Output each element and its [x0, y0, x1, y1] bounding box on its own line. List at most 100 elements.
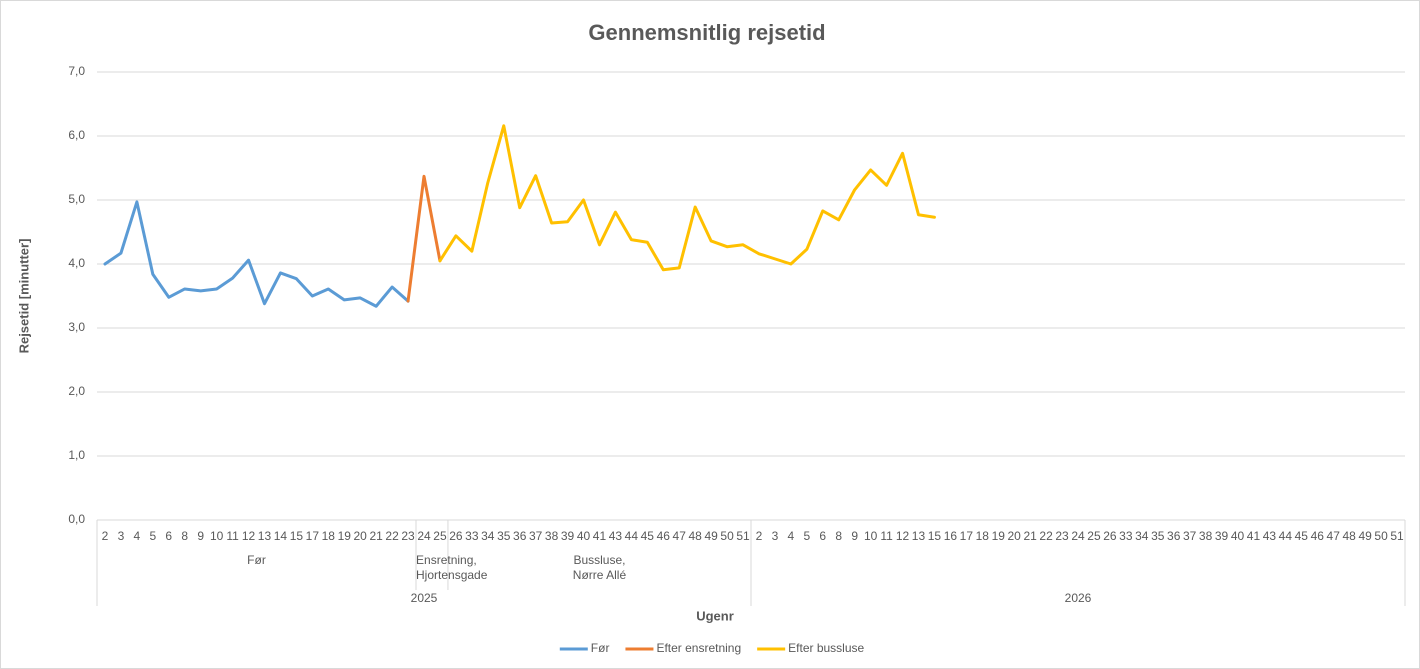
x-tick-label: 50	[720, 529, 734, 543]
x-tick-label: 47	[1327, 529, 1341, 543]
legend-label: Efter bussluse	[788, 641, 864, 655]
x-tick-label: 17	[960, 529, 974, 543]
x-tick-label: 4	[134, 529, 141, 543]
x-tick-label: 9	[197, 529, 204, 543]
x-tick-label: 24	[1071, 529, 1085, 543]
x-tick-label: 13	[258, 529, 272, 543]
x-tick-label: 8	[835, 529, 842, 543]
x-tick-label: 2	[102, 529, 109, 543]
y-tick-label: 2,0	[68, 384, 85, 398]
legend-label: Før	[591, 641, 610, 655]
x-tick-label: 5	[803, 529, 810, 543]
x-tick-label: 14	[274, 529, 288, 543]
x-tick-label: 26	[1103, 529, 1117, 543]
x-tick-label: 16	[944, 529, 958, 543]
y-tick-label: 6,0	[68, 128, 85, 142]
x-tick-label: 43	[609, 529, 623, 543]
series-line	[438, 124, 936, 272]
y-tick-label: 1,0	[68, 448, 85, 462]
y-tick-label: 7,0	[68, 64, 85, 78]
x-tick-label: 46	[1311, 529, 1325, 543]
x-tick-label: 51	[1390, 529, 1404, 543]
x-tick-label: 45	[641, 529, 655, 543]
x-tick-label: 23	[401, 529, 415, 543]
x-tick-label: 34	[481, 529, 495, 543]
x-tick-label: 35	[497, 529, 511, 543]
x-tick-label: 11	[880, 529, 893, 543]
x-tick-label: 12	[242, 529, 256, 543]
year-label: 2025	[411, 591, 438, 605]
x-tick-label: 39	[561, 529, 575, 543]
y-tick-label: 3,0	[68, 320, 85, 334]
y-tick-label: 5,0	[68, 192, 85, 206]
x-tick-label: 50	[1374, 529, 1388, 543]
x-tick-label: 33	[1119, 529, 1133, 543]
group-label: Bussluse, Nørre Allé	[572, 553, 627, 582]
x-tick-label: 4	[788, 529, 795, 543]
x-tick-label: 44	[625, 529, 639, 543]
x-tick-label: 19	[992, 529, 1006, 543]
x-tick-label: 19	[338, 529, 352, 543]
x-tick-label: 22	[1039, 529, 1053, 543]
x-tick-label: 51	[736, 529, 750, 543]
group-label: Ensretning, Hjortensgade	[416, 553, 488, 582]
group-label: Før	[247, 553, 266, 567]
x-tick-label: 37	[1183, 529, 1197, 543]
x-tick-label: 21	[1023, 529, 1037, 543]
x-tick-label: 6	[165, 529, 172, 543]
x-tick-label: 41	[1247, 529, 1261, 543]
x-tick-label: 2	[756, 529, 763, 543]
x-axis-title: Ugenr	[696, 608, 734, 623]
x-tick-label: 39	[1215, 529, 1229, 543]
legend-label: Efter ensretning	[656, 641, 741, 655]
x-tick-label: 15	[290, 529, 304, 543]
chart-title: Gennemsnitlig rejsetid	[588, 20, 825, 45]
x-tick-label: 43	[1263, 529, 1277, 543]
x-tick-label: 3	[118, 529, 125, 543]
x-tick-label: 10	[210, 529, 224, 543]
x-tick-label: 46	[657, 529, 671, 543]
x-tick-label: 25	[1087, 529, 1101, 543]
x-tick-label: 5	[149, 529, 156, 543]
x-tick-label: 49	[704, 529, 718, 543]
x-tick-label: 18	[322, 529, 336, 543]
x-tick-label: 6	[819, 529, 826, 543]
x-tick-label: 26	[449, 529, 463, 543]
x-tick-label: 25	[433, 529, 447, 543]
y-axis-title: Rejsetid [minutter]	[16, 239, 31, 354]
x-tick-label: 23	[1055, 529, 1069, 543]
x-tick-label: 22	[385, 529, 399, 543]
x-tick-label: 15	[928, 529, 942, 543]
x-tick-label: 41	[593, 529, 607, 543]
x-tick-label: 47	[673, 529, 687, 543]
x-tick-label: 40	[1231, 529, 1245, 543]
x-tick-label: 36	[513, 529, 527, 543]
x-tick-label: 35	[1151, 529, 1165, 543]
y-tick-label: 0,0	[68, 512, 85, 526]
x-tick-label: 37	[529, 529, 543, 543]
x-tick-label: 48	[688, 529, 702, 543]
x-tick-label: 24	[417, 529, 431, 543]
x-tick-label: 10	[864, 529, 878, 543]
x-tick-label: 33	[465, 529, 479, 543]
x-tick-label: 12	[896, 529, 910, 543]
x-tick-label: 38	[1199, 529, 1213, 543]
x-tick-label: 40	[577, 529, 591, 543]
x-tick-label: 9	[851, 529, 858, 543]
x-tick-label: 18	[976, 529, 990, 543]
x-tick-label: 48	[1342, 529, 1356, 543]
year-label: 2026	[1065, 591, 1092, 605]
x-tick-label: 3	[772, 529, 779, 543]
x-tick-label: 13	[912, 529, 926, 543]
x-tick-label: 21	[369, 529, 383, 543]
x-tick-label: 36	[1167, 529, 1181, 543]
series-line	[103, 200, 410, 308]
x-tick-label: 45	[1295, 529, 1309, 543]
series-line	[406, 174, 442, 303]
x-tick-label: 44	[1279, 529, 1293, 543]
x-tick-label: 20	[354, 529, 368, 543]
x-tick-label: 11	[226, 529, 239, 543]
x-tick-label: 20	[1008, 529, 1022, 543]
